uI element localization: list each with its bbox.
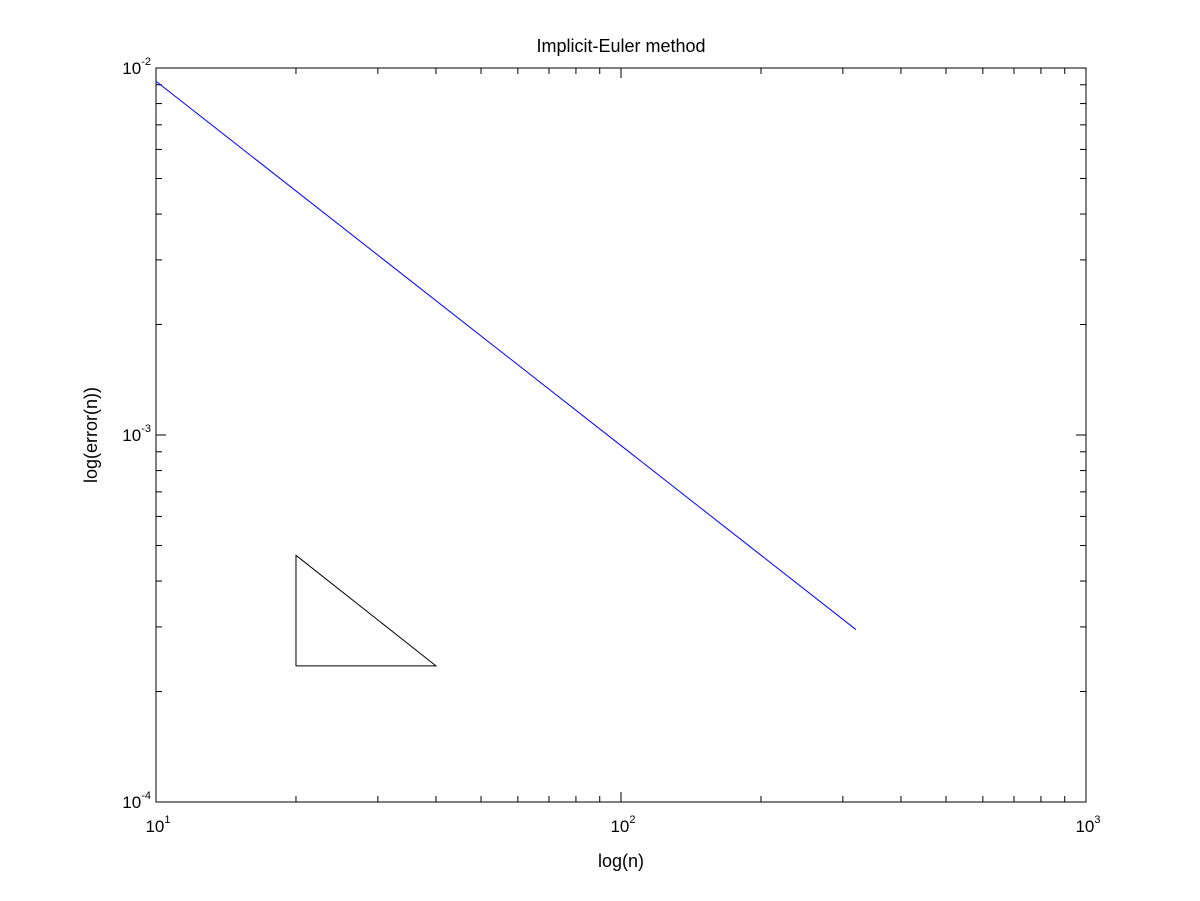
series-line [155,80,857,630]
tick-labels: 101 102 103 10-4 10-3 10-2 [122,56,1100,836]
plot-area [155,67,1087,803]
annotation-layer [295,554,438,667]
y-axis-label: log(error(n)) [81,387,101,483]
y-tick-label: 10-4 [122,790,151,812]
tick-marks [155,68,1086,803]
y-tick-label: 10-3 [122,423,151,445]
x-axis-label: log(n) [598,851,644,871]
x-tick-label: 101 [145,814,170,836]
chart-title: Implicit-Euler method [536,36,705,56]
x-tick-label: 103 [1075,814,1100,836]
series-layer [155,80,857,630]
y-tick-label: 10-2 [122,56,151,78]
x-tick-label: 102 [610,814,635,836]
slope-triangle [295,554,438,667]
